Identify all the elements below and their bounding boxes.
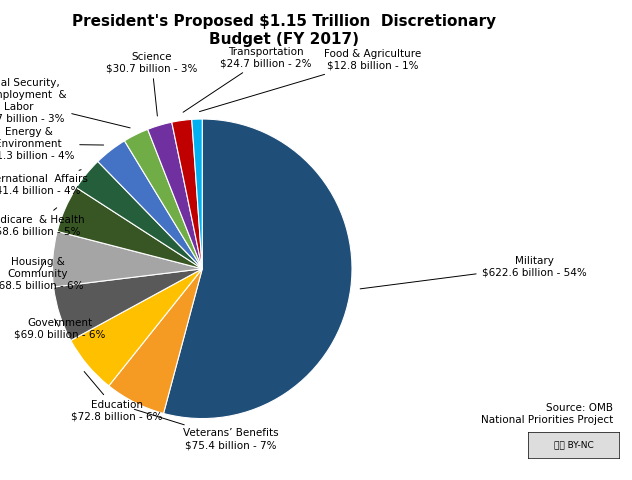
Wedge shape <box>52 231 202 287</box>
Text: Social Security,
Unemployment  &
Labor
$31.7 billion - 3%: Social Security, Unemployment & Labor $3… <box>0 78 130 128</box>
Text: President's Proposed $1.15 Trillion  Discretionary
Budget (FY 2017): President's Proposed $1.15 Trillion Disc… <box>72 14 497 47</box>
Wedge shape <box>54 269 202 340</box>
Text: International  Affairs
$41.4 billion - 4%: International Affairs $41.4 billion - 4% <box>0 170 88 196</box>
Text: Government
$69.0 billion - 6%: Government $69.0 billion - 6% <box>15 318 106 340</box>
Text: Transportation
$24.7 billion - 2%: Transportation $24.7 billion - 2% <box>183 47 311 112</box>
Wedge shape <box>76 161 202 269</box>
Text: Veterans’ Benefits
$75.4 billion - 7%: Veterans’ Benefits $75.4 billion - 7% <box>135 409 279 450</box>
Text: Education
$72.8 billion - 6%: Education $72.8 billion - 6% <box>71 372 162 421</box>
Wedge shape <box>125 129 202 269</box>
Text: Science
$30.7 billion - 3%: Science $30.7 billion - 3% <box>106 51 197 116</box>
Text: ⒸⓄ BY-NC: ⒸⓄ BY-NC <box>554 441 593 450</box>
Wedge shape <box>172 120 202 269</box>
Wedge shape <box>164 119 352 419</box>
Wedge shape <box>71 269 202 386</box>
Text: Military
$622.6 billion - 54%: Military $622.6 billion - 54% <box>360 255 586 289</box>
Wedge shape <box>58 188 202 269</box>
Text: Food & Agriculture
$12.8 billion - 1%: Food & Agriculture $12.8 billion - 1% <box>200 49 422 112</box>
Text: Medicare  & Health
$58.6 billion - 5%: Medicare & Health $58.6 billion - 5% <box>0 208 85 237</box>
Text: Source: OMB
National Priorities Project: Source: OMB National Priorities Project <box>481 403 613 425</box>
Wedge shape <box>109 269 202 413</box>
Text: Energy &
Environment
$41.3 billion - 4%: Energy & Environment $41.3 billion - 4% <box>0 127 104 161</box>
Wedge shape <box>98 141 202 269</box>
Wedge shape <box>191 119 202 269</box>
Wedge shape <box>148 122 202 269</box>
Text: Housing &
Community
$68.5 billion - 6%: Housing & Community $68.5 billion - 6% <box>0 257 83 290</box>
